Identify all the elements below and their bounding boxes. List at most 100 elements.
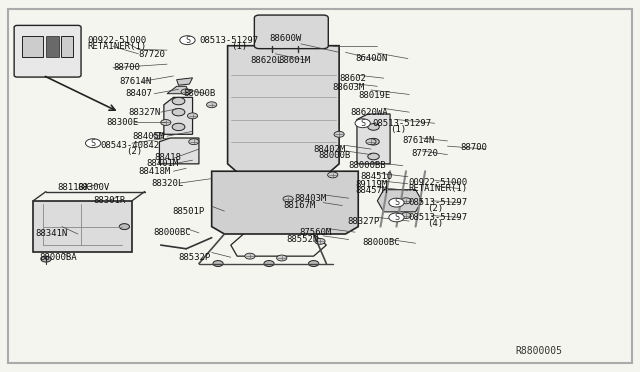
Circle shape xyxy=(264,260,274,266)
Text: 08543-40842: 08543-40842 xyxy=(100,141,159,150)
Text: 00922-51000: 00922-51000 xyxy=(88,36,147,45)
Text: 88407: 88407 xyxy=(125,89,152,98)
Text: 87614N: 87614N xyxy=(119,77,152,86)
FancyBboxPatch shape xyxy=(33,201,132,253)
Circle shape xyxy=(245,253,255,259)
Text: 88019E: 88019E xyxy=(358,91,390,100)
Text: 88620WA: 88620WA xyxy=(351,108,388,117)
Text: 88327P: 88327P xyxy=(348,217,380,225)
Text: 88300E: 88300E xyxy=(106,118,139,127)
Circle shape xyxy=(368,153,380,160)
Circle shape xyxy=(188,113,198,119)
Text: 88000BA: 88000BA xyxy=(40,253,77,262)
Circle shape xyxy=(401,212,411,218)
Text: 88700: 88700 xyxy=(113,63,140,72)
Circle shape xyxy=(119,224,129,230)
Text: 88327N: 88327N xyxy=(129,108,161,117)
Text: RETAINER(1): RETAINER(1) xyxy=(408,184,467,193)
Text: 88620L: 88620L xyxy=(250,56,282,65)
Bar xyxy=(46,36,59,57)
Circle shape xyxy=(189,139,199,145)
Text: S: S xyxy=(360,119,365,128)
Text: 08513-51297: 08513-51297 xyxy=(408,213,467,222)
Text: 88341N: 88341N xyxy=(35,230,67,238)
Text: 88418M: 88418M xyxy=(138,167,171,176)
Circle shape xyxy=(368,138,380,145)
Circle shape xyxy=(276,255,287,261)
Text: (2): (2) xyxy=(125,147,142,156)
Circle shape xyxy=(161,119,171,125)
Circle shape xyxy=(283,196,293,202)
Text: 87560M: 87560M xyxy=(299,228,332,237)
Bar xyxy=(22,36,43,57)
Text: 88402M: 88402M xyxy=(314,145,346,154)
Text: R8800005: R8800005 xyxy=(515,346,562,356)
Circle shape xyxy=(172,109,185,116)
Circle shape xyxy=(315,238,325,244)
Text: 88451O: 88451O xyxy=(360,172,392,181)
Text: 88457M: 88457M xyxy=(355,186,387,195)
Circle shape xyxy=(207,102,217,108)
Circle shape xyxy=(172,97,185,105)
Text: (1): (1) xyxy=(231,42,247,51)
Text: 88600W: 88600W xyxy=(269,34,301,43)
Text: 88301R: 88301R xyxy=(94,196,126,205)
Circle shape xyxy=(308,260,319,266)
Polygon shape xyxy=(228,46,339,175)
Circle shape xyxy=(401,198,411,204)
Text: 86400N: 86400N xyxy=(355,54,387,63)
Circle shape xyxy=(154,132,164,138)
Text: 88000BC: 88000BC xyxy=(153,228,191,237)
Circle shape xyxy=(355,119,371,128)
Text: 08513-51297: 08513-51297 xyxy=(408,198,467,207)
Text: 88603M: 88603M xyxy=(333,83,365,92)
Circle shape xyxy=(41,256,51,262)
Circle shape xyxy=(180,36,195,45)
Polygon shape xyxy=(164,97,193,134)
Text: S: S xyxy=(394,198,399,207)
Polygon shape xyxy=(167,86,189,94)
Text: S: S xyxy=(394,213,399,222)
Text: 88700: 88700 xyxy=(460,144,487,153)
Circle shape xyxy=(86,139,100,148)
Text: 88000B: 88000B xyxy=(318,151,350,160)
Text: 88000BC: 88000BC xyxy=(363,238,400,247)
Text: 88405M: 88405M xyxy=(132,132,164,141)
Text: S: S xyxy=(91,139,95,148)
Text: 88110X: 88110X xyxy=(58,183,90,192)
Text: 88403M: 88403M xyxy=(294,194,327,203)
Polygon shape xyxy=(357,114,390,164)
Circle shape xyxy=(172,123,185,131)
Text: 08513-51297: 08513-51297 xyxy=(372,119,431,128)
Text: 88320L: 88320L xyxy=(151,179,184,187)
Circle shape xyxy=(389,198,404,207)
Polygon shape xyxy=(212,171,358,234)
Text: RETAINER(1): RETAINER(1) xyxy=(88,42,147,51)
Text: 88401M: 88401M xyxy=(147,159,179,169)
Text: 88300V: 88300V xyxy=(78,183,110,192)
Text: (4): (4) xyxy=(427,219,443,228)
Circle shape xyxy=(334,131,344,137)
Circle shape xyxy=(366,139,376,145)
Text: 87614N: 87614N xyxy=(403,137,435,145)
Text: (1): (1) xyxy=(390,125,406,134)
Polygon shape xyxy=(159,138,199,164)
Text: 87720: 87720 xyxy=(411,149,438,158)
Text: 88000BB: 88000BB xyxy=(349,161,387,170)
Circle shape xyxy=(181,89,191,95)
Circle shape xyxy=(213,260,223,266)
Text: 88167M: 88167M xyxy=(284,201,316,210)
Text: 88552N: 88552N xyxy=(287,235,319,244)
Text: 00922-51000: 00922-51000 xyxy=(408,178,467,187)
Text: 88501P: 88501P xyxy=(172,206,204,216)
Text: S: S xyxy=(185,36,190,45)
FancyBboxPatch shape xyxy=(254,15,328,49)
Polygon shape xyxy=(378,190,422,212)
Text: 88602: 88602 xyxy=(339,74,366,83)
Text: 89119M: 89119M xyxy=(355,180,387,189)
Text: 87720: 87720 xyxy=(138,51,165,60)
FancyBboxPatch shape xyxy=(8,9,632,363)
Text: 88000B: 88000B xyxy=(183,89,215,98)
Text: 88532P: 88532P xyxy=(179,253,211,262)
Text: 88601M: 88601M xyxy=(278,56,311,65)
